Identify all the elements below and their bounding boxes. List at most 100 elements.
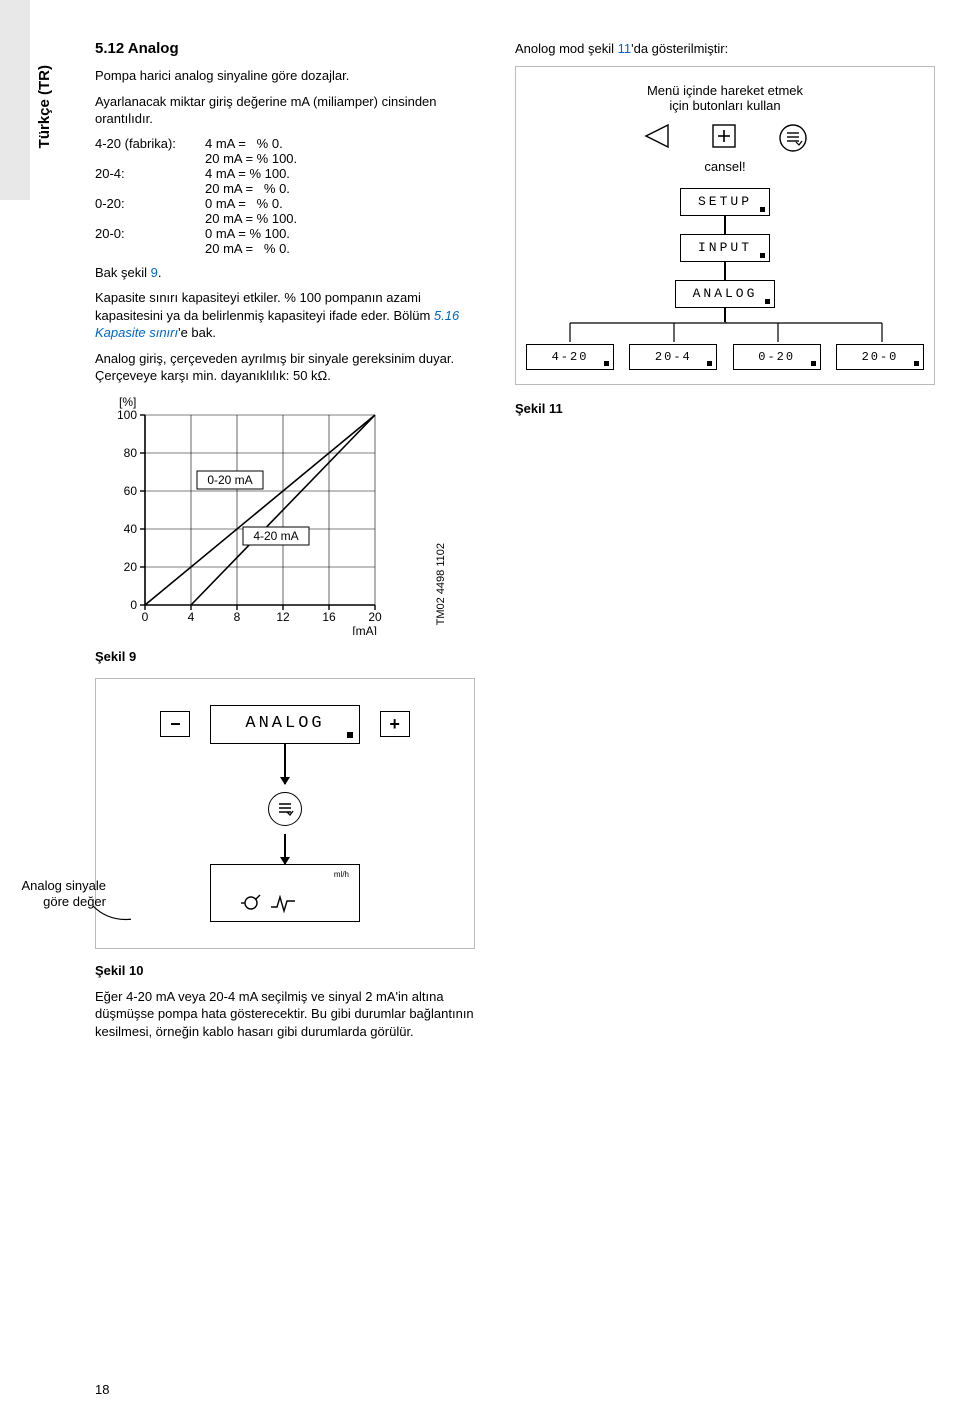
svg-text:100: 100 xyxy=(117,408,137,422)
right-intro-tail: 'da gösterilmiştir: xyxy=(631,41,728,56)
flow-connector xyxy=(724,216,725,234)
chart-figure-9: [%] 0 4 8 12 16 20 0 20 40 60 80 100 0-20 mA 4-20 mA [… xyxy=(95,395,425,645)
figure-10-caption: Şekil 10 xyxy=(95,963,475,978)
flow-leaf: 0-20 xyxy=(733,344,821,370)
see-figure-prefix: Bak şekil xyxy=(95,265,151,280)
map-value: 20 mA = % 100. xyxy=(205,151,335,166)
dot-icon xyxy=(765,299,770,304)
left-triangle-button[interactable] xyxy=(642,123,672,149)
value-box: ml/h xyxy=(210,864,360,922)
chart-y-unit: [%] xyxy=(119,395,136,409)
flow-input: INPUT xyxy=(680,234,770,262)
dot-icon xyxy=(760,207,765,212)
language-side-label: Türkçe (TR) xyxy=(36,65,53,148)
capacity-paragraph: Kapasite sınırı kapasiteyi etkiler. % 10… xyxy=(95,289,475,342)
map-value: 4 mA = % 100. xyxy=(205,166,335,181)
svg-text:12: 12 xyxy=(276,610,290,624)
flow-connector xyxy=(724,308,725,322)
analog-diagram-row1: − ANALOG + xyxy=(116,705,454,744)
map-value: 20 mA = % 0. xyxy=(205,241,335,256)
menu-circle-button-top[interactable] xyxy=(778,123,808,153)
mapping-table: 4-20 (fabrika):4 mA = % 0.20 mA = % 100.… xyxy=(95,136,475,256)
flow-split xyxy=(526,322,926,344)
menu-lines-icon xyxy=(276,800,294,818)
capacity-tail: 'e bak. xyxy=(178,325,216,340)
right-column: Anolog mod şekil 11'da gösterilmiştir: M… xyxy=(515,40,935,1049)
svg-text:0: 0 xyxy=(142,610,149,624)
arrow-down-icon xyxy=(284,744,286,784)
intro-2: Ayarlanacak miktar giriş değerine mA (mi… xyxy=(95,93,475,128)
svg-text:8: 8 xyxy=(234,610,241,624)
figure-9-caption: Şekil 9 xyxy=(95,649,475,664)
flow-setup-label: SETUP xyxy=(698,194,752,209)
content-grid: 5.12 Analog Pompa harici analog sinyalin… xyxy=(95,40,910,1049)
page-number: 18 xyxy=(95,1382,109,1397)
analog-box: ANALOG xyxy=(210,705,359,744)
menu-circle-button[interactable] xyxy=(268,792,302,826)
flow-leaf: 4-20 xyxy=(526,344,614,370)
dot-icon xyxy=(760,253,765,258)
see-figure-9: Bak şekil 9. xyxy=(95,264,475,282)
analog-diagram: − ANALOG + xyxy=(95,678,475,949)
cancel-label: cansel! xyxy=(526,159,924,174)
capacity-text: Kapasite sınırı kapasiteyi etkiler. % 10… xyxy=(95,290,434,323)
map-value: 20 mA = % 100. xyxy=(205,211,335,226)
analog-input-paragraph: Analog giriş, çerçeveden ayrılmış bir si… xyxy=(95,350,475,385)
figure-9-link[interactable]: 9 xyxy=(151,265,158,280)
minus-button[interactable]: − xyxy=(160,711,190,737)
figure-11-link[interactable]: 11 xyxy=(618,41,632,56)
map-value: 4 mA = % 0. xyxy=(205,136,335,151)
plus-button[interactable]: + xyxy=(380,711,410,737)
flow-input-label: INPUT xyxy=(698,240,752,255)
menu-hint-2: için butonları kullan xyxy=(526,98,924,113)
flow-outer-box: Menü içinde hareket etmek için butonları… xyxy=(515,66,935,385)
right-intro-prefix: Anolog mod şekil xyxy=(515,41,618,56)
svg-text:4: 4 xyxy=(188,610,195,624)
flow-analog: ANALOG xyxy=(675,280,775,308)
flow-analog-label: ANALOG xyxy=(693,286,758,301)
map-value: 0 mA = % 0. xyxy=(205,196,335,211)
left-margin-bar xyxy=(0,0,30,200)
svg-text:4-20 mA: 4-20 mA xyxy=(253,529,298,543)
svg-text:60: 60 xyxy=(124,484,138,498)
svg-text:80: 80 xyxy=(124,446,138,460)
map-value: 0 mA = % 100. xyxy=(205,226,335,241)
figure-11-caption: Şekil 11 xyxy=(515,401,935,416)
svg-text:20: 20 xyxy=(368,610,382,624)
flow-connector xyxy=(724,262,725,280)
svg-text:20: 20 xyxy=(124,560,138,574)
plus-square-button[interactable] xyxy=(710,123,740,149)
map-value: 20 mA = % 0. xyxy=(205,181,335,196)
svg-text:16: 16 xyxy=(322,610,336,624)
flow-column: SETUP INPUT ANALOG xyxy=(526,188,924,322)
button-row xyxy=(526,123,924,153)
section-heading: 5.12 Analog xyxy=(95,40,475,57)
chart-code: TM02 4498 1102 xyxy=(435,543,447,625)
dot-icon xyxy=(347,732,353,738)
right-intro: Anolog mod şekil 11'da gösterilmiştir: xyxy=(515,40,935,58)
left-column: 5.12 Analog Pompa harici analog sinyalin… xyxy=(95,40,475,1049)
flow-leaf: 20-0 xyxy=(836,344,924,370)
menu-hint-1: Menü içinde hareket etmek xyxy=(526,83,924,98)
intro-1: Pompa harici analog sinyaline göre dozaj… xyxy=(95,67,475,85)
value-box-iconrow xyxy=(211,865,361,923)
svg-text:[mA]: [mA] xyxy=(352,624,377,635)
map-label: 0-20: xyxy=(95,196,205,211)
menu-hint: Menü içinde hareket etmek için butonları… xyxy=(526,83,924,113)
svg-text:0-20 mA: 0-20 mA xyxy=(207,473,252,487)
flow-leaf: 20-4 xyxy=(629,344,717,370)
map-label: 20-0: xyxy=(95,226,205,241)
chart-svg: 0 4 8 12 16 20 0 20 40 60 80 100 0-20 mA 4-20 mA [mA] xyxy=(95,395,425,635)
svg-text:40: 40 xyxy=(124,522,138,536)
value-box-wrap: Analog sinyalegöre değer ml/h xyxy=(116,864,454,922)
map-label: 4-20 (fabrika): xyxy=(95,136,205,151)
map-label: 20-4: xyxy=(95,166,205,181)
arc-connector-icon xyxy=(91,904,131,924)
flow-setup: SETUP xyxy=(680,188,770,216)
svg-text:0: 0 xyxy=(130,598,137,612)
analog-box-label: ANALOG xyxy=(245,714,324,733)
see-figure-dot: . xyxy=(158,265,162,280)
arrow-down-icon-2 xyxy=(284,834,286,864)
flow-leaves: 4-20 20-4 0-20 20-0 xyxy=(526,344,924,370)
bottom-paragraph: Eğer 4-20 mA veya 20-4 mA seçilmiş ve si… xyxy=(95,988,475,1041)
